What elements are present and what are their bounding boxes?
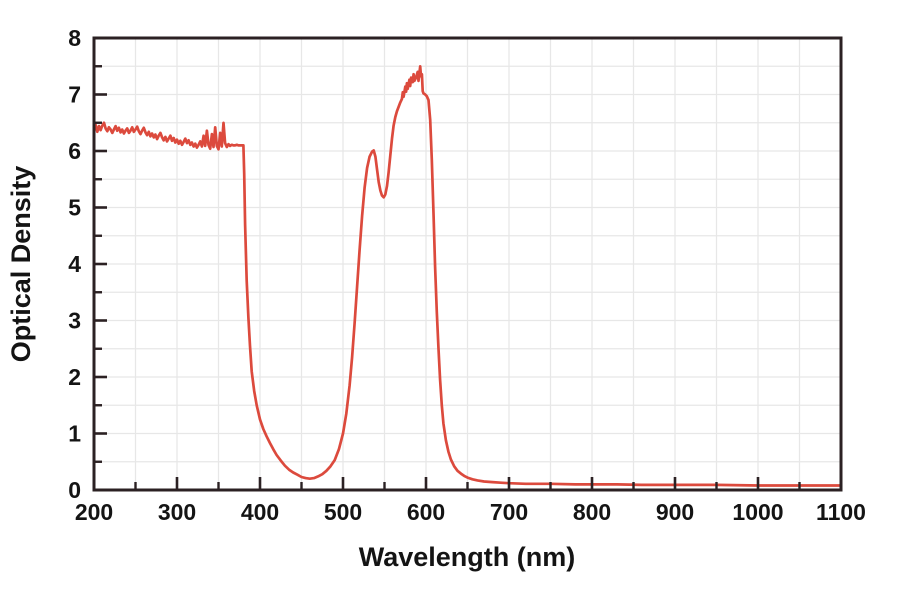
x-tick-label: 1100: [816, 499, 866, 525]
x-tick-label: 500: [324, 499, 362, 525]
series: [92, 64, 843, 487]
x-tick-label: 1000: [732, 499, 783, 525]
gridlines: [94, 38, 841, 490]
x-tick-label: 600: [407, 499, 445, 525]
tick-labels: 200 300 400 500 600 700 800 900 1000 1100 0 1 2 3 4 5 6 7…: [68, 25, 866, 525]
y-axis-label: Optical Density: [6, 166, 36, 363]
x-tick-label: 400: [241, 499, 279, 525]
x-tick-label: 200: [75, 499, 113, 525]
y-tick-label: 8: [68, 25, 81, 51]
y-tick-label: 3: [68, 308, 81, 334]
y-tick-label: 1: [68, 421, 81, 447]
x-tick-label: 700: [490, 499, 528, 525]
y-tick-label: 0: [68, 477, 81, 503]
y-tick-label: 4: [68, 251, 81, 277]
y-tick-label: 6: [68, 138, 81, 164]
spectrum-curve: [92, 64, 843, 487]
x-tick-label: 800: [573, 499, 611, 525]
x-tick-label: 900: [656, 499, 694, 525]
y-tick-label: 7: [68, 82, 81, 108]
y-tick-label: 5: [68, 195, 81, 221]
x-tick-label: 300: [158, 499, 196, 525]
x-axis-label: Wavelength (nm): [359, 542, 576, 572]
y-tick-label: 2: [68, 364, 81, 390]
axes: [92, 36, 843, 492]
